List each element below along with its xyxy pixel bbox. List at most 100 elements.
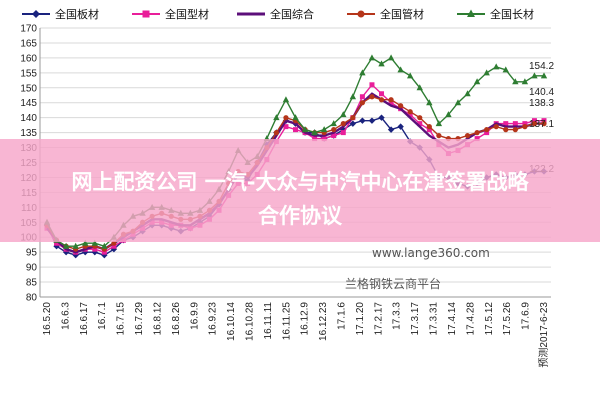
y-tick-label: 150 <box>20 83 37 94</box>
data-point <box>512 121 518 127</box>
data-point <box>426 127 432 133</box>
x-tick-label: 17.1.6 <box>337 302 348 330</box>
data-point <box>331 133 337 139</box>
data-point <box>340 121 346 127</box>
data-point <box>417 115 423 121</box>
data-point <box>349 93 357 100</box>
y-tick-label: 160 <box>20 53 37 64</box>
data-point <box>521 78 529 85</box>
legend-item: 全国长材 <box>457 7 534 21</box>
data-point <box>531 118 537 124</box>
data-point <box>340 130 346 136</box>
data-point <box>111 243 117 249</box>
data-point <box>340 111 347 118</box>
data-point <box>484 130 490 136</box>
data-point <box>62 242 70 249</box>
x-tick-label: 17.3.31 <box>429 302 440 336</box>
data-point <box>273 114 280 121</box>
data-point <box>464 133 471 139</box>
x-tick-label: 16.10.28 <box>244 302 255 341</box>
data-point <box>473 78 481 85</box>
data-point <box>426 99 433 106</box>
data-point <box>435 120 443 127</box>
data-point <box>417 121 423 127</box>
x-tick-label: 16.8.12 <box>152 302 163 336</box>
data-point <box>359 94 365 100</box>
y-tick-label: 145 <box>20 98 37 109</box>
banner-line2: 合作协议 <box>258 204 343 228</box>
legend-marker <box>32 10 40 18</box>
data-point <box>397 123 404 130</box>
y-tick-label: 155 <box>20 68 37 79</box>
data-point <box>531 72 538 79</box>
data-point <box>503 127 509 133</box>
legend-marker <box>357 10 365 18</box>
data-point <box>387 54 395 61</box>
data-point <box>101 249 107 255</box>
overlay-banner <box>0 139 600 242</box>
x-tick-label: 16.12.23 <box>318 302 329 341</box>
data-point <box>369 94 375 100</box>
data-point <box>512 78 519 85</box>
x-tick-label: 17.2.17 <box>373 302 384 336</box>
data-point <box>512 127 518 133</box>
y-tick-label: 80 <box>26 293 38 304</box>
x-tick-label: 16.8.26 <box>171 302 182 336</box>
data-point <box>407 112 413 118</box>
data-point <box>292 114 299 121</box>
data-point <box>378 114 385 121</box>
legend-item: 全国管材 <box>347 7 424 21</box>
x-tick-label: 16.6.3 <box>60 302 71 330</box>
data-point <box>464 90 471 97</box>
data-point <box>273 130 279 136</box>
data-point <box>406 72 414 79</box>
x-tick-label: 17.3.3 <box>392 302 403 330</box>
data-point <box>349 120 357 127</box>
x-tick-label: 16.12.9 <box>300 302 311 336</box>
y-tick-label: 90 <box>26 263 38 274</box>
x-tick-label: 17.3.17 <box>410 302 421 336</box>
x-tick-label: 预测2017-6-23 <box>537 302 550 368</box>
data-point <box>541 118 547 124</box>
end-value-label: 138.3 <box>529 98 554 109</box>
data-point <box>350 115 356 121</box>
watermark-site: www.lange360.com <box>372 246 490 260</box>
end-value-label: 140.4 <box>529 87 554 98</box>
data-point <box>474 136 480 142</box>
y-tick-label: 135 <box>20 128 37 139</box>
data-point <box>502 66 509 73</box>
data-point <box>92 246 98 252</box>
data-point <box>293 127 298 133</box>
x-tick-label: 16.9.9 <box>189 302 200 330</box>
data-point <box>321 136 327 142</box>
x-tick-label: 16.11.11 <box>263 302 274 340</box>
data-point <box>312 136 318 142</box>
data-point <box>483 69 490 76</box>
data-point <box>311 129 318 136</box>
data-point <box>445 111 452 118</box>
data-point <box>378 97 385 103</box>
y-tick-label: 140 <box>20 113 37 124</box>
data-point <box>368 54 376 61</box>
x-tick-label: 17.5.26 <box>502 302 513 336</box>
legend-label: 全国板材 <box>55 7 99 21</box>
x-tick-label: 16.6.17 <box>79 302 90 336</box>
data-point <box>416 84 423 91</box>
data-point <box>320 126 328 133</box>
data-point <box>454 99 462 106</box>
watermark-platform: 兰格钢铁云商平台 <box>345 276 441 291</box>
legend-label: 全国型材 <box>165 7 209 21</box>
data-point <box>283 115 289 121</box>
data-point <box>387 126 395 133</box>
banner-line1: 网上配资公司 一汽-大众与中汽中心在津签署战略 <box>71 170 529 194</box>
data-point <box>541 121 547 127</box>
legend-marker <box>467 9 475 17</box>
data-point <box>282 96 290 103</box>
legend-label: 全国综合 <box>270 7 314 21</box>
x-tick-label: 16.5.20 <box>42 302 53 336</box>
data-point <box>398 103 404 109</box>
x-tick-label: 16.9.23 <box>208 302 219 336</box>
x-tick-label: 17.5.12 <box>484 302 495 336</box>
x-tick-label: 17.1.20 <box>355 302 366 336</box>
data-point <box>388 100 394 106</box>
